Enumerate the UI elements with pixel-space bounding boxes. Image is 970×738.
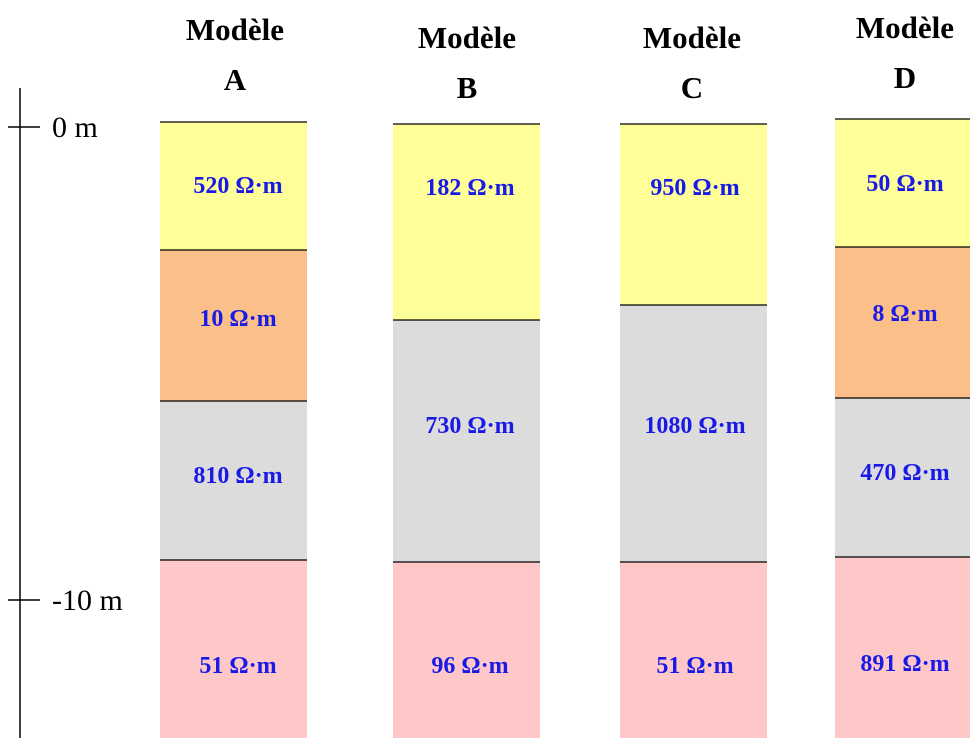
layer-label: 1080 Ω·m [644, 413, 745, 439]
model-title: A [224, 62, 247, 97]
layer [835, 247, 970, 398]
layer [620, 124, 767, 305]
layer-label: 470 Ω·m [860, 460, 949, 486]
layer-label: 891 Ω·m [860, 651, 949, 677]
layer [160, 560, 307, 738]
layer [835, 557, 970, 738]
model-title: Modèle [856, 10, 954, 45]
layer-label: 950 Ω·m [650, 175, 739, 201]
layer-label: 51 Ω·m [656, 653, 733, 679]
axis-label: 0 m [52, 111, 98, 144]
layer-label: 810 Ω·m [193, 463, 282, 489]
layer-label: 8 Ω·m [872, 301, 937, 327]
axis-label: -10 m [52, 584, 123, 617]
layer [620, 562, 767, 738]
layer-label: 182 Ω·m [425, 175, 514, 201]
model-title: Modèle [418, 20, 516, 55]
layer-label: 51 Ω·m [199, 653, 276, 679]
layer-label: 10 Ω·m [199, 306, 276, 332]
model-title: C [681, 70, 703, 105]
layer [620, 305, 767, 562]
layer [160, 122, 307, 250]
layer-label: 520 Ω·m [193, 173, 282, 199]
layer-label: 730 Ω·m [425, 413, 514, 439]
layer [393, 124, 540, 320]
layer [835, 119, 970, 247]
layer [160, 401, 307, 560]
layer-label: 96 Ω·m [431, 653, 508, 679]
model-title: B [457, 70, 478, 105]
layer [393, 562, 540, 738]
layer [835, 398, 970, 557]
layer [160, 250, 307, 401]
layer-label: 50 Ω·m [866, 171, 943, 197]
layer [393, 320, 540, 562]
model-title: Modèle [643, 20, 741, 55]
model-title: Modèle [186, 12, 284, 47]
model-title: D [894, 60, 916, 95]
